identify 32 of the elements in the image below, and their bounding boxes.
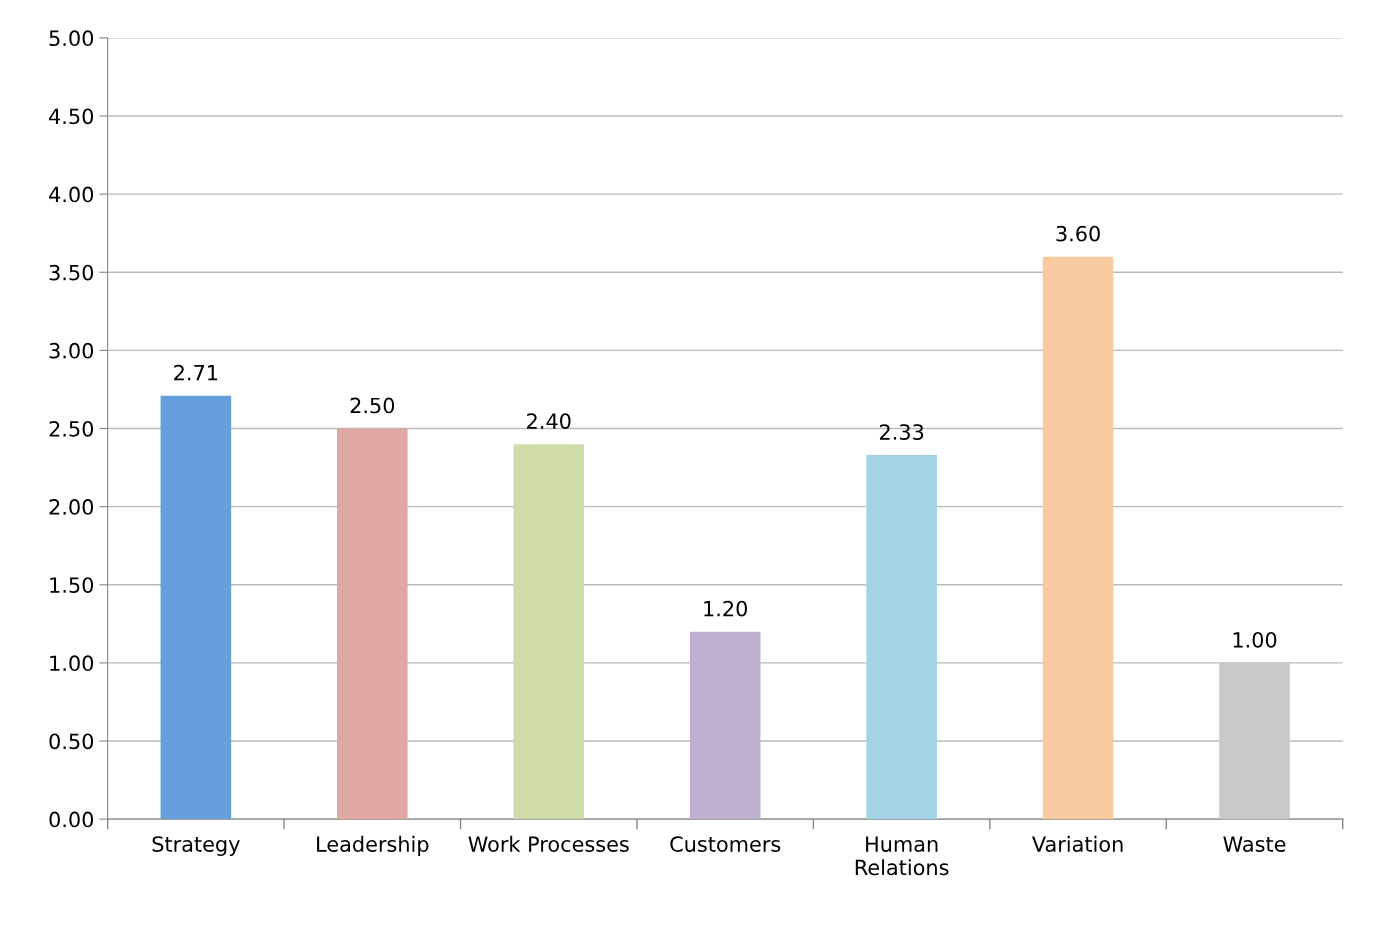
y-tick-label: 1.50	[50, 577, 94, 593]
y-tick-label: 0.00	[49, 811, 94, 828]
data-label: 3.60	[1056, 225, 1100, 242]
y-tick-label: 0.50	[49, 733, 94, 750]
x-tick-label: Human Relations	[855, 836, 949, 876]
y-tick-label: 2.00	[49, 499, 94, 515]
bar	[513, 444, 585, 820]
y-tick-label: 3.00	[49, 342, 94, 359]
data-label: 2.50	[350, 397, 395, 414]
y-tick-label: 5.00	[49, 30, 94, 47]
y-tick-label: 4.50	[49, 108, 94, 125]
x-tick-label: Waste	[1223, 836, 1286, 852]
bar	[866, 455, 937, 820]
data-label: 1.20	[704, 600, 747, 617]
bar	[1219, 662, 1290, 820]
bar	[689, 631, 761, 820]
bar	[160, 395, 232, 820]
y-tick-label: 2.50	[49, 420, 94, 437]
y-tick-label: 3.50	[49, 264, 94, 281]
y-tick-label: 4.00	[49, 186, 94, 203]
y-tick-label: 1.00	[50, 655, 94, 672]
data-label: 2.40	[527, 413, 571, 429]
x-tick-label: Variation	[1032, 835, 1123, 852]
data-label: 1.00	[1233, 631, 1277, 648]
x-tick-label: Leadership	[317, 835, 429, 856]
bar	[1042, 256, 1114, 820]
x-tick-label: Strategy	[152, 836, 240, 856]
data-label: 2.71	[174, 364, 218, 381]
x-tick-label: Customers	[670, 836, 781, 852]
data-label: 2.33	[879, 424, 924, 440]
x-tick-label: Work Processes	[468, 835, 629, 852]
bar	[337, 428, 408, 820]
